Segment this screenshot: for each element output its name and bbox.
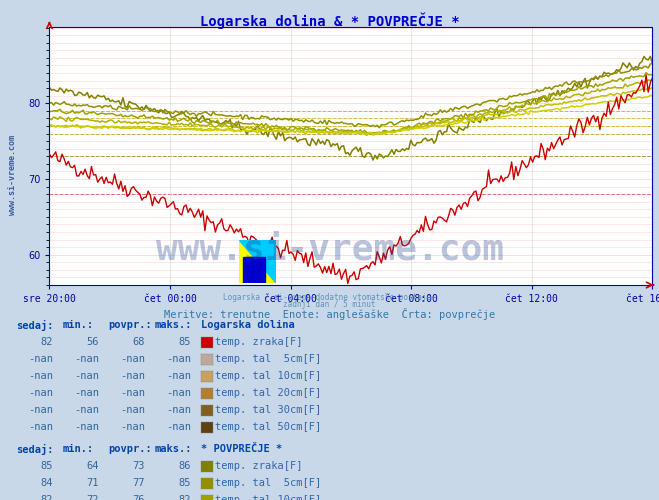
Text: www.si-vreme.com: www.si-vreme.com bbox=[156, 233, 503, 267]
Text: -nan: -nan bbox=[120, 422, 145, 432]
Text: -nan: -nan bbox=[28, 422, 53, 432]
Text: min.:: min.: bbox=[63, 320, 94, 330]
Text: sedaj:: sedaj: bbox=[16, 444, 54, 455]
Text: 85: 85 bbox=[40, 461, 53, 471]
Text: 72: 72 bbox=[86, 495, 99, 500]
Text: www.si-vreme.com: www.si-vreme.com bbox=[8, 135, 17, 215]
Text: 85: 85 bbox=[179, 478, 191, 488]
Text: 82: 82 bbox=[40, 337, 53, 347]
Text: -nan: -nan bbox=[74, 371, 99, 381]
Text: * POVPREČJE *: * POVPREČJE * bbox=[201, 444, 282, 454]
Text: Logarska dolina & * POVPREČJE *: Logarska dolina & * POVPREČJE * bbox=[200, 12, 459, 29]
Text: -nan: -nan bbox=[166, 405, 191, 415]
Text: zadnji dan / 5 minut: zadnji dan / 5 minut bbox=[283, 300, 376, 309]
Text: -nan: -nan bbox=[166, 354, 191, 364]
Text: -nan: -nan bbox=[28, 371, 53, 381]
Text: maks.:: maks.: bbox=[155, 444, 192, 454]
Text: povpr.:: povpr.: bbox=[109, 320, 152, 330]
Text: -nan: -nan bbox=[74, 388, 99, 398]
Text: Logarska / si-vreme dodatne vtomatske postaje.: Logarska / si-vreme dodatne vtomatske po… bbox=[223, 292, 436, 302]
Text: temp. tal 10cm[F]: temp. tal 10cm[F] bbox=[215, 371, 322, 381]
Text: temp. tal  5cm[F]: temp. tal 5cm[F] bbox=[215, 478, 322, 488]
Text: 82: 82 bbox=[40, 495, 53, 500]
Text: -nan: -nan bbox=[120, 405, 145, 415]
Text: -nan: -nan bbox=[28, 354, 53, 364]
Text: temp. tal 10cm[F]: temp. tal 10cm[F] bbox=[215, 495, 322, 500]
Text: -nan: -nan bbox=[28, 388, 53, 398]
Text: povpr.:: povpr.: bbox=[109, 444, 152, 454]
Text: 84: 84 bbox=[40, 478, 53, 488]
Text: -nan: -nan bbox=[74, 405, 99, 415]
Text: -nan: -nan bbox=[28, 405, 53, 415]
Text: 77: 77 bbox=[132, 478, 145, 488]
Text: -nan: -nan bbox=[74, 422, 99, 432]
Text: 85: 85 bbox=[179, 337, 191, 347]
Text: temp. tal 30cm[F]: temp. tal 30cm[F] bbox=[215, 405, 322, 415]
Text: -nan: -nan bbox=[74, 354, 99, 364]
Text: -nan: -nan bbox=[166, 371, 191, 381]
Text: -nan: -nan bbox=[166, 422, 191, 432]
Text: 56: 56 bbox=[86, 337, 99, 347]
Text: 64: 64 bbox=[86, 461, 99, 471]
Text: min.:: min.: bbox=[63, 444, 94, 454]
Text: 73: 73 bbox=[132, 461, 145, 471]
Text: temp. tal  5cm[F]: temp. tal 5cm[F] bbox=[215, 354, 322, 364]
Text: -nan: -nan bbox=[166, 388, 191, 398]
Text: 68: 68 bbox=[132, 337, 145, 347]
Text: 76: 76 bbox=[132, 495, 145, 500]
Polygon shape bbox=[243, 257, 265, 282]
Text: 86: 86 bbox=[179, 461, 191, 471]
Text: temp. tal 50cm[F]: temp. tal 50cm[F] bbox=[215, 422, 322, 432]
Text: -nan: -nan bbox=[120, 354, 145, 364]
Text: Logarska dolina: Logarska dolina bbox=[201, 320, 295, 330]
Polygon shape bbox=[239, 240, 275, 282]
Text: sedaj:: sedaj: bbox=[16, 320, 54, 331]
Text: 71: 71 bbox=[86, 478, 99, 488]
Text: -nan: -nan bbox=[120, 388, 145, 398]
Polygon shape bbox=[239, 240, 275, 282]
Text: maks.:: maks.: bbox=[155, 320, 192, 330]
Text: temp. zraka[F]: temp. zraka[F] bbox=[215, 337, 303, 347]
Text: temp. zraka[F]: temp. zraka[F] bbox=[215, 461, 303, 471]
Text: 82: 82 bbox=[179, 495, 191, 500]
Text: Meritve: trenutne  Enote: anglešaške  Črta: povprečje: Meritve: trenutne Enote: anglešaške Črta… bbox=[164, 308, 495, 320]
Text: temp. tal 20cm[F]: temp. tal 20cm[F] bbox=[215, 388, 322, 398]
Text: -nan: -nan bbox=[120, 371, 145, 381]
